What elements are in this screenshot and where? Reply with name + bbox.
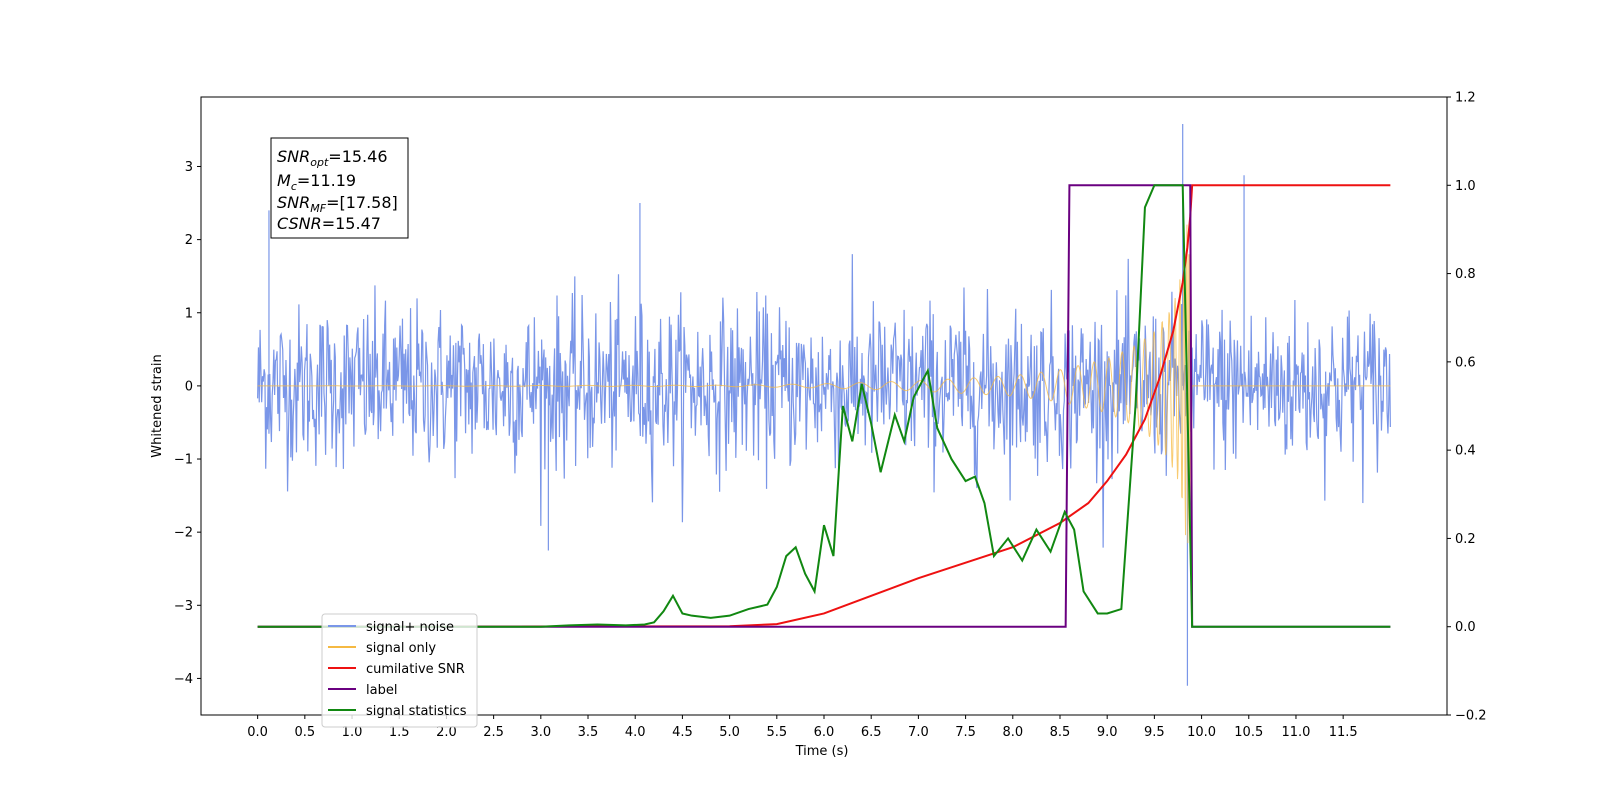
x-tick-label: 9.5 — [1144, 725, 1165, 740]
annotation-border — [270, 137, 409, 239]
annotation-line-4: CSNR=15.47 — [277, 214, 381, 233]
series-line-4 — [257, 184, 1391, 628]
y-right-tick-label: −0.2 — [1455, 709, 1487, 724]
legend: signal+ noise signal only cumilative SNR la… — [321, 613, 478, 728]
y-tick-label: −3 — [174, 599, 193, 614]
x-tick-label: 5.5 — [766, 725, 787, 740]
legend-label: signal only — [366, 641, 436, 656]
x-tick-label: 11.0 — [1281, 725, 1310, 740]
x-tick-label: 0.5 — [294, 725, 315, 740]
y-tick-label: −4 — [174, 672, 193, 687]
series-line-2 — [257, 184, 1391, 628]
y-right-tick-label: 0.6 — [1455, 355, 1476, 370]
annotation-line-1: SNRopt=15.46 — [277, 147, 388, 169]
y-right-tick-label: 1.0 — [1455, 179, 1476, 194]
plot-area — [257, 124, 1391, 686]
x-tick-label: 2.5 — [483, 725, 504, 740]
annotation-line-3: SNRMF=[17.58] — [277, 193, 398, 215]
y-axis-label: Whitened strain — [150, 354, 165, 457]
x-tick-label: 6.0 — [814, 725, 835, 740]
series-line-1 — [257, 224, 1391, 544]
x-tick-label: 4.0 — [625, 725, 646, 740]
x-tick-label: 3.5 — [578, 725, 599, 740]
y-right-tick-label: 0.0 — [1455, 620, 1476, 635]
y-tick-label: −1 — [174, 453, 193, 468]
axes: 0.0 0.5 1.0 1.5 2.0 2.5 3.0 3.5 4.0 4.5 5.0 5.5 6.0 6… — [174, 91, 1487, 741]
x-tick-label: 1.5 — [389, 725, 410, 740]
x-tick-label: 1.0 — [342, 725, 363, 740]
y-right-tick-label: 0.2 — [1455, 532, 1476, 547]
x-tick-label: 5.0 — [719, 725, 740, 740]
x-tick-label: 10.5 — [1234, 725, 1263, 740]
y-tick-label: 2 — [185, 233, 193, 248]
x-tick-label: 3.0 — [530, 725, 551, 740]
x-tick-label: 9.0 — [1097, 725, 1118, 740]
annotation-line-2: Mc=11.19 — [277, 171, 356, 193]
y-right-tick-label: 0.8 — [1455, 267, 1476, 282]
x-tick-label: 8.0 — [1002, 725, 1023, 740]
annotation-box: SNRopt=15.46 Mc=11.19 SNRMF=[17.58] CSNR… — [270, 137, 409, 239]
x-tick-label: 11.5 — [1329, 725, 1358, 740]
x-tick-label: 2.0 — [436, 725, 457, 740]
y-right-tick-label: 0.4 — [1455, 444, 1476, 459]
legend-label: cumilative SNR — [366, 662, 465, 677]
x-tick-label: 10.0 — [1187, 725, 1216, 740]
x-tick-label: 7.5 — [955, 725, 976, 740]
y-tick-label: −2 — [174, 526, 193, 541]
x-tick-label: 8.5 — [1050, 725, 1071, 740]
y-tick-label: 1 — [185, 306, 193, 321]
legend-label: signal+ noise — [366, 620, 454, 635]
x-tick-label: 4.5 — [672, 725, 693, 740]
x-tick-label: 7.0 — [908, 725, 929, 740]
y-tick-label: 0 — [185, 379, 193, 394]
series-line-0 — [257, 124, 1391, 686]
x-tick-label: 6.5 — [861, 725, 882, 740]
x-tick-label: 0.0 — [247, 725, 268, 740]
y-right-tick-label: 1.2 — [1455, 91, 1476, 106]
y-tick-label: 3 — [185, 160, 193, 175]
legend-label: label — [366, 683, 397, 698]
x-axis-label: Time (s) — [795, 744, 849, 759]
legend-label: signal statistics — [366, 704, 467, 719]
legend-box — [321, 613, 478, 728]
